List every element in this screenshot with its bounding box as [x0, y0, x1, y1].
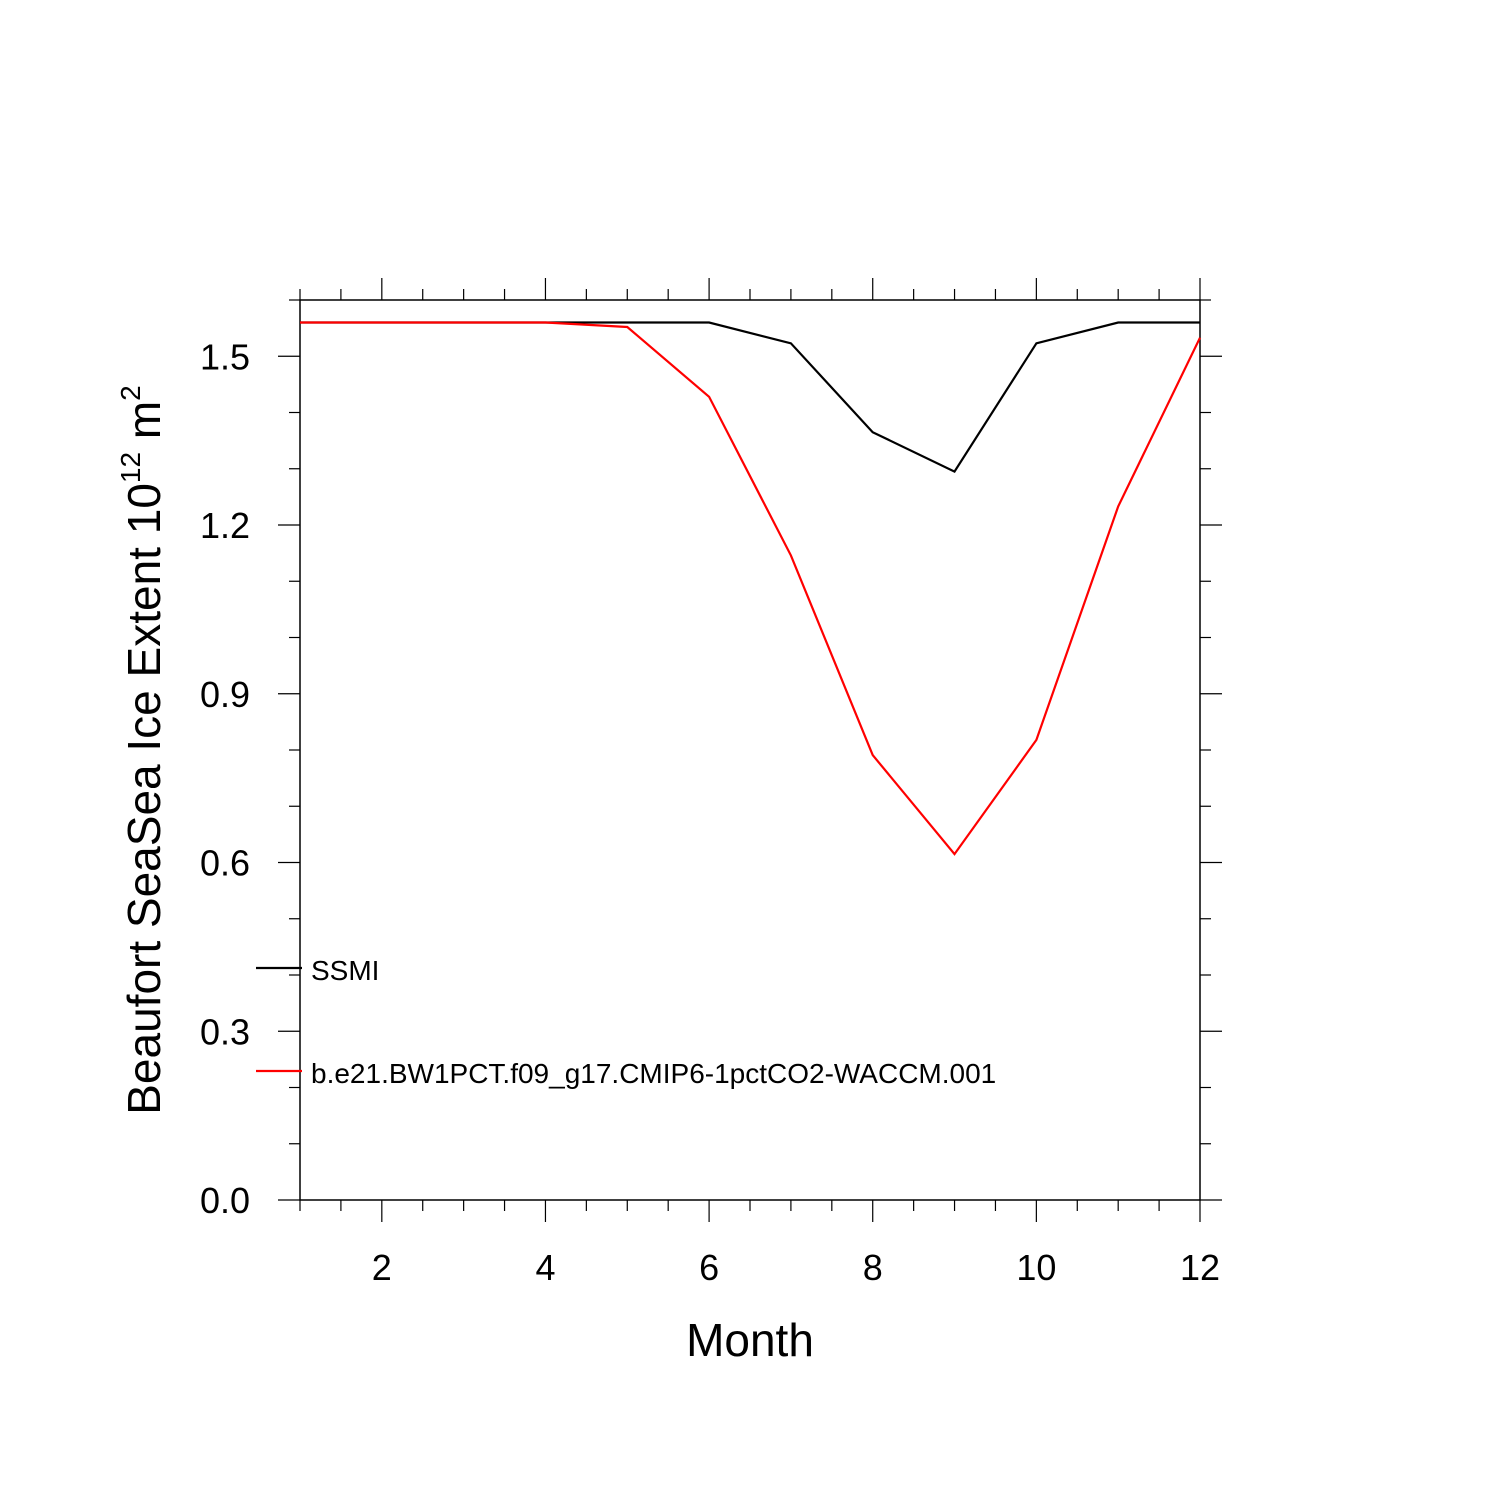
x-axis-label: Month: [686, 1314, 814, 1366]
legend-label-2: b.e21.BW1PCT.f09_g17.CMIP6-1pctCO2-WACCM…: [311, 1058, 996, 1089]
x-tick-label: 6: [699, 1247, 719, 1288]
x-tick-label: 2: [372, 1247, 392, 1288]
y-tick-label: 1.2: [200, 505, 250, 546]
axis-ticks: [278, 278, 1222, 1222]
y-axis-label-unit: m: [118, 401, 170, 452]
y-tick-label: 0.3: [200, 1011, 250, 1052]
legend: SSMI b.e21.BW1PCT.f09_g17.CMIP6-1pctCO2-W…: [256, 955, 996, 1089]
y-tick-label: 1.5: [200, 336, 250, 377]
y-tick-label: 0.9: [200, 674, 250, 715]
y-axis-label-exponent: 12: [115, 452, 146, 483]
series-lines: [300, 321, 1201, 856]
legend-label-1: SSMI: [311, 955, 379, 986]
y-tick-label: 0.6: [200, 843, 250, 884]
x-tick-label: 10: [1016, 1247, 1056, 1288]
y-tick-label: 0.0: [200, 1180, 250, 1221]
x-tick-label: 8: [863, 1247, 883, 1288]
series-line-1: [300, 321, 1200, 474]
y-axis-label: Beaufort SeaSea Ice Extent 1012 m2: [115, 385, 170, 1115]
series-line-2: [300, 321, 1201, 856]
y-axis-label-base: Beaufort SeaSea Ice Extent 10: [118, 483, 170, 1115]
x-tick-label: 12: [1180, 1247, 1220, 1288]
y-axis-label-unit-exponent: 2: [115, 385, 146, 401]
axis-tick-labels: 2 4 6 8 10 12 0.0 0.3 0.6 0.9 1.2 1.5: [200, 336, 1220, 1288]
x-tick-label: 4: [535, 1247, 555, 1288]
